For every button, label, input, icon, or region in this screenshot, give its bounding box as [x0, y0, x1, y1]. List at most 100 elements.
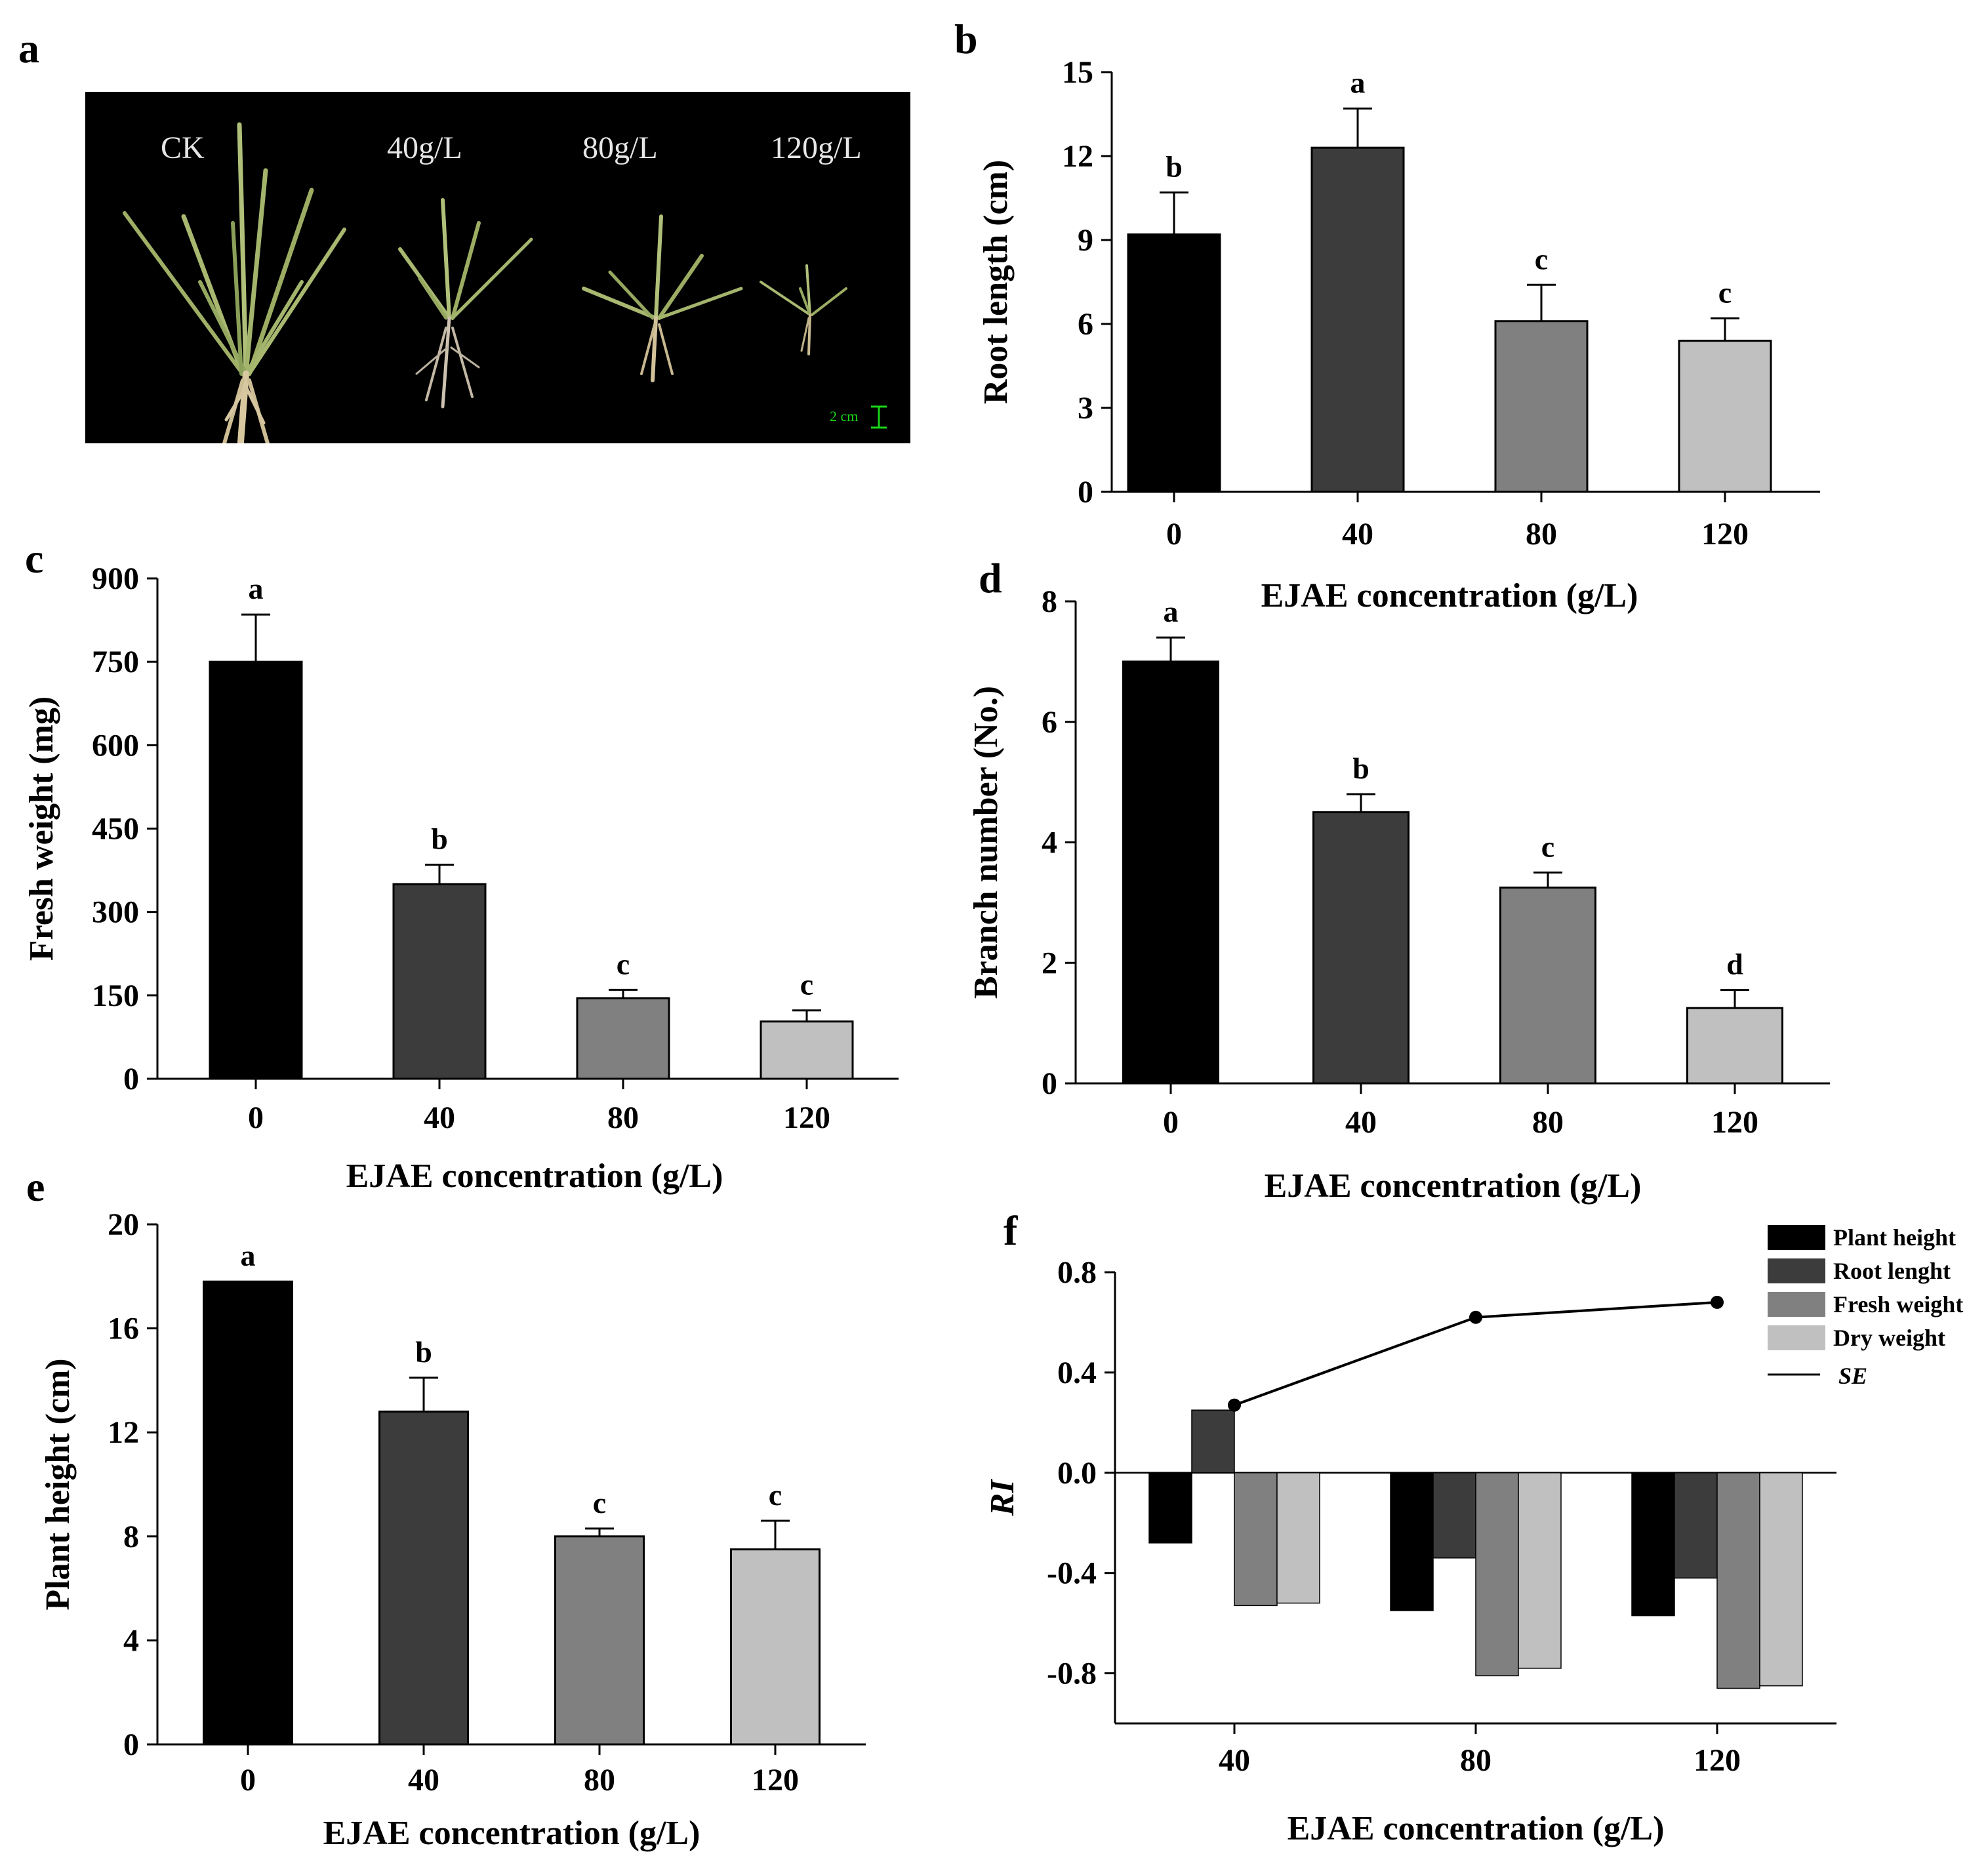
plant-80	[582, 214, 743, 382]
chart-b-bar	[1127, 233, 1221, 493]
chart-b-y-tick-label: 9	[1078, 223, 1093, 258]
chart-d-x-tick-label: 40	[1345, 1105, 1377, 1140]
chart-f-y-title: RI	[984, 1479, 1021, 1517]
chart-c-bar	[576, 997, 670, 1080]
chart-f-bar-fresh-weight	[1716, 1472, 1760, 1689]
chart-f-group: -0.8 -0.4 0.0 0.4 0.8 40 80 120 Plant height Root…	[984, 1224, 1963, 1847]
panel-letter-e: e	[26, 1163, 45, 1210]
chart-c-group: 0 150 300 450 600 750 900 0 a 40 b 80 c 120 c EJAE conc…	[23, 561, 899, 1195]
chart-d-bar	[1686, 1007, 1783, 1085]
chart-d-x-tick-label: 0	[1163, 1105, 1179, 1140]
chart-d-significance: a	[1164, 595, 1179, 628]
chart-f-se-point	[1711, 1295, 1724, 1309]
chart-f-legend-se-label: SE	[1838, 1363, 1867, 1389]
chart-e-x-tick-label: 0	[240, 1763, 256, 1798]
chart-d-bar	[1499, 886, 1596, 1085]
chart-f-bar-root-lenght	[1674, 1472, 1718, 1579]
plant-120	[760, 264, 847, 355]
chart-f-x-title: EJAE concentration (g/L)	[1288, 1810, 1665, 1847]
chart-f-legend-swatch	[1768, 1325, 1825, 1350]
chart-b-y-title: Root length (cm)	[977, 160, 1015, 405]
chart-e-x-tick-label: 40	[408, 1763, 439, 1798]
chart-f-bar-dry-weight	[1276, 1472, 1320, 1604]
chart-b-y-tick-label: 15	[1062, 55, 1093, 90]
chart-b-significance: c	[1718, 275, 1732, 309]
chart-d-y-tick-label: 8	[1042, 584, 1057, 619]
chart-f-y-tick-label: -0.4	[1047, 1556, 1097, 1591]
chart-f-legend-swatch	[1768, 1292, 1825, 1317]
chart-b-bar	[1494, 320, 1589, 493]
chart-d-bar	[1122, 660, 1219, 1085]
photo-label-80: 80g/L	[582, 131, 658, 165]
chart-f-bar-dry-weight	[1759, 1472, 1803, 1687]
chart-b-bar	[1678, 340, 1772, 493]
chart-c-y-tick-label: 450	[92, 812, 139, 847]
chart-c-x-tick-label: 80	[607, 1100, 639, 1135]
chart-d-x-tick-label: 120	[1711, 1105, 1758, 1140]
panel-letter-b: b	[954, 16, 978, 62]
chart-f-legend-swatch	[1768, 1225, 1825, 1250]
scale-bar	[871, 405, 887, 429]
chart-c-significance: a	[249, 572, 264, 605]
chart-c-bar	[760, 1020, 854, 1080]
plant-ck	[123, 122, 346, 443]
chart-f-x-tick-label: 40	[1219, 1743, 1250, 1778]
chart-e-bar	[730, 1548, 821, 1746]
chart-c-x-tick-label: 120	[783, 1100, 830, 1135]
chart-c-bar	[209, 660, 303, 1080]
chart-e-bar	[378, 1410, 469, 1746]
chart-e-significance: a	[241, 1239, 256, 1272]
chart-f-y-tick-label: 0.8	[1057, 1255, 1097, 1290]
chart-c-significance: c	[800, 968, 813, 1001]
chart-d-y-tick-label: 6	[1042, 705, 1057, 740]
chart-d-x-tick-label: 80	[1532, 1105, 1564, 1140]
chart-c-significance: c	[617, 947, 630, 980]
chart-c-x-tick-label: 40	[424, 1100, 455, 1135]
chart-c-y-tick-label: 150	[92, 978, 139, 1013]
chart-f-bar-root-lenght	[1191, 1409, 1235, 1474]
chart-e-significance: c	[593, 1486, 606, 1519]
panel-letter-a: a	[18, 25, 39, 71]
plant-illustrations	[123, 122, 887, 443]
chart-b-significance: a	[1350, 66, 1366, 99]
chart-e-bar	[554, 1535, 645, 1746]
chart-b-y-tick-label: 6	[1078, 307, 1093, 342]
chart-f-y-tick-label: 0.4	[1057, 1356, 1097, 1390]
chart-e-y-tick-label: 12	[108, 1415, 139, 1450]
chart-b-x-tick-label: 40	[1342, 517, 1373, 552]
chart-b-x-tick-label: 120	[1701, 517, 1749, 552]
chart-b-x-title: EJAE concentration (g/L)	[1261, 577, 1638, 614]
chart-b-y-tick-label: 0	[1078, 475, 1093, 510]
chart-b-y-tick-label: 12	[1062, 139, 1093, 174]
chart-b-significance: b	[1166, 150, 1183, 183]
chart-f-x-tick-label: 80	[1460, 1743, 1491, 1778]
chart-f-bar-root-lenght	[1432, 1472, 1476, 1559]
chart-c-y-tick-label: 300	[92, 895, 139, 930]
chart-f-bar-fresh-weight	[1475, 1472, 1519, 1677]
plant-photo: CK 40g/L 80g/L 120g/L	[85, 92, 910, 443]
panel-letter-c: c	[25, 535, 44, 582]
photo-label-120: 120g/L	[771, 131, 862, 165]
chart-b-group: 0 3 6 9 12 15 0 b 40 a 80 c 120 c EJAE concentration (…	[977, 55, 1820, 614]
chart-f-legend-label: Plant height	[1833, 1224, 1956, 1251]
chart-d-y-tick-label: 4	[1042, 826, 1057, 860]
chart-f-legend-label: Dry weight	[1833, 1325, 1945, 1351]
chart-f-bar-plant-height	[1390, 1472, 1434, 1611]
chart-e-y-tick-label: 4	[123, 1623, 139, 1658]
plant-40	[398, 198, 533, 409]
chart-d-y-title: Branch number (No.)	[967, 686, 1005, 999]
chart-e-y-tick-label: 16	[108, 1312, 139, 1346]
chart-e-x-tick-label: 80	[584, 1763, 615, 1798]
chart-d-significance: c	[1541, 830, 1554, 863]
chart-e-y-tick-label: 20	[108, 1207, 139, 1242]
chart-f-bar-plant-height	[1631, 1472, 1675, 1617]
panel-letter-f: f	[1004, 1207, 1018, 1254]
chart-c-y-tick-label: 900	[92, 561, 139, 596]
chart-c-x-title: EJAE concentration (g/L)	[346, 1157, 723, 1195]
chart-f-se-point	[1228, 1398, 1241, 1412]
chart-e-x-title: EJAE concentration (g/L)	[323, 1815, 700, 1852]
chart-f-legend-swatch	[1768, 1258, 1825, 1283]
chart-b-y-tick-label: 3	[1078, 391, 1093, 426]
chart-f-bar-fresh-weight	[1234, 1472, 1278, 1607]
